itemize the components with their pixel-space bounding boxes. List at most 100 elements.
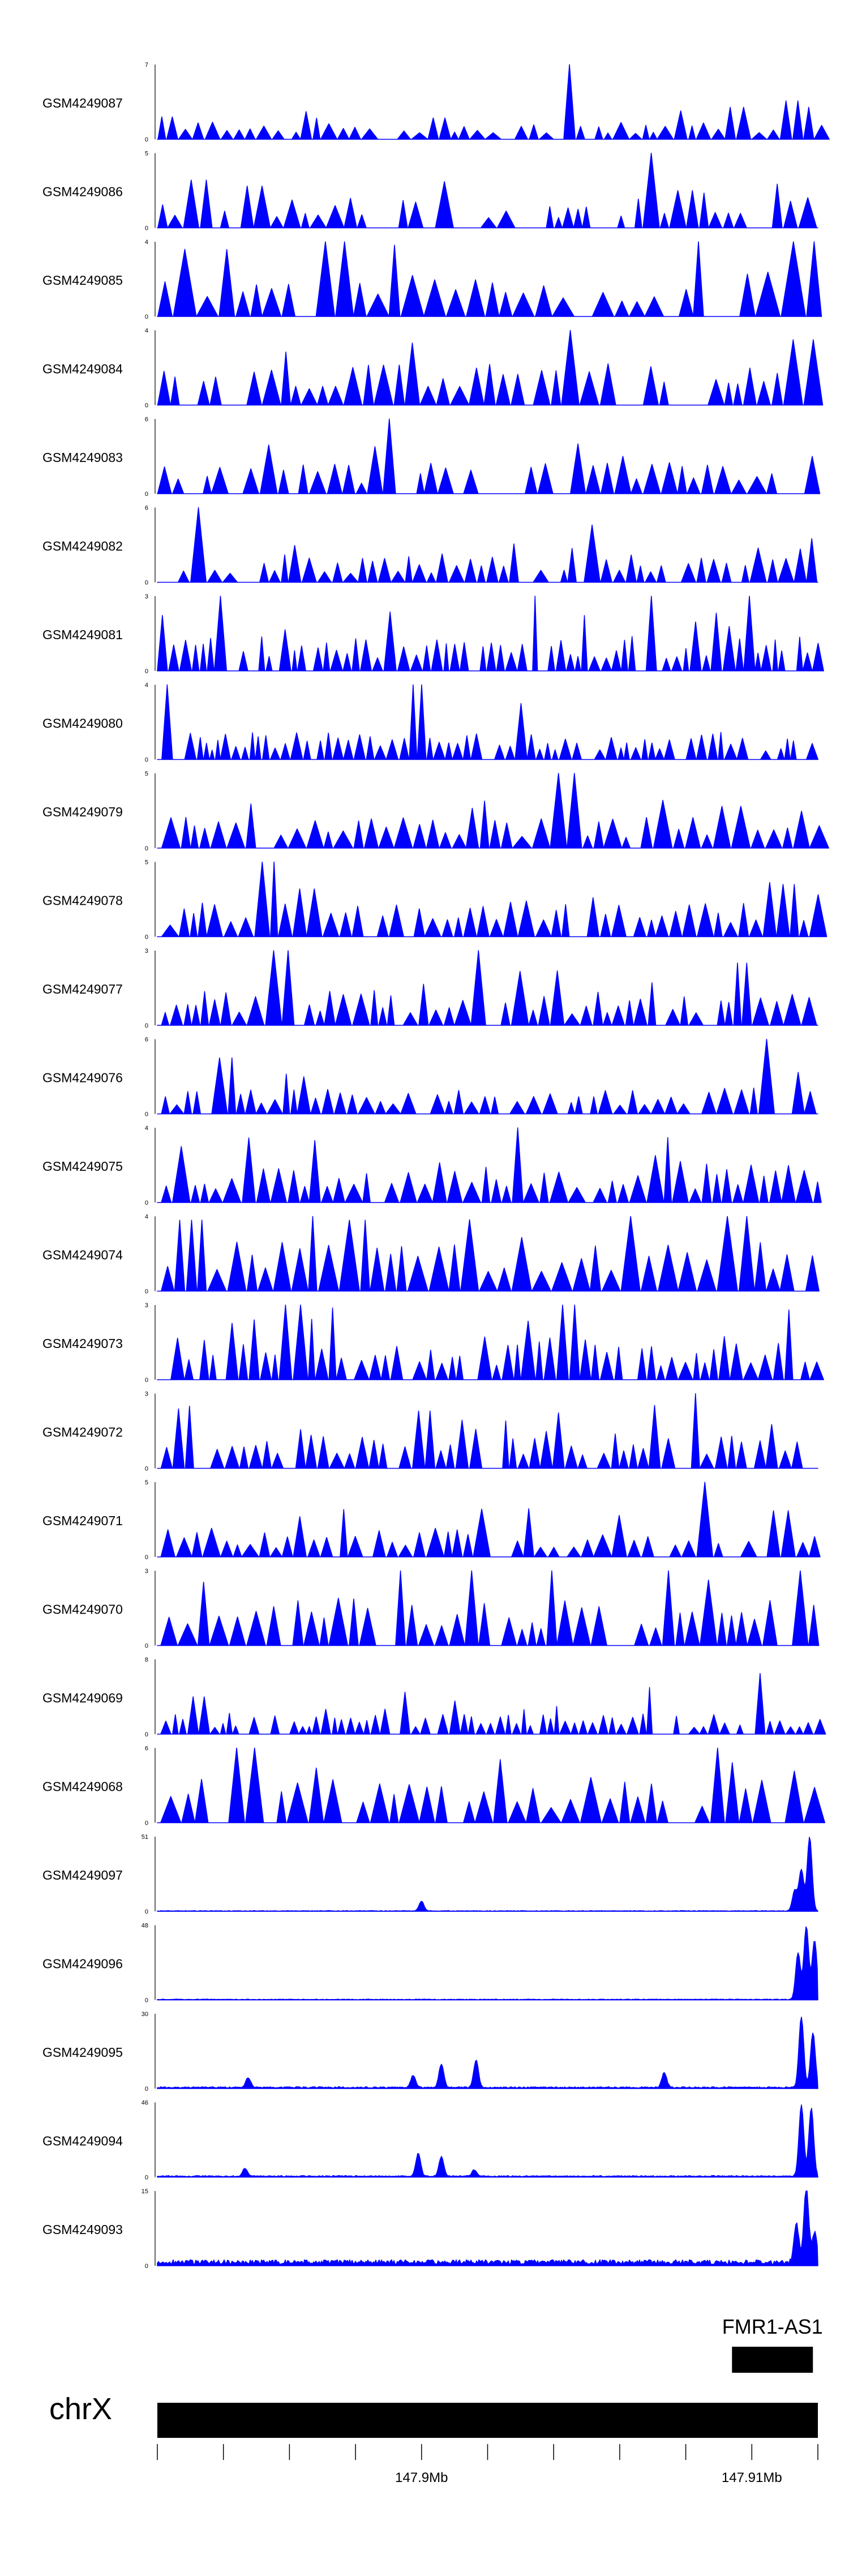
y-tick-zero: 0	[145, 934, 148, 941]
y-tick-max: 46	[142, 2100, 148, 2107]
y-tick-zero: 0	[145, 1111, 148, 1118]
track-GSM4249085: GSM4249085 4 0	[42, 239, 822, 320]
coverage-area	[157, 1747, 826, 1824]
y-tick-zero: 0	[145, 1377, 148, 1384]
y-tick-max: 4	[145, 328, 148, 335]
y-tick-zero: 0	[145, 403, 148, 409]
track-GSM4249086: GSM4249086 5 0	[42, 151, 818, 232]
coverage-area	[157, 330, 824, 406]
track-GSM4249097: GSM4249097 51 0	[42, 1834, 818, 1915]
track-label: GSM4249069	[42, 1691, 123, 1705]
y-tick-zero: 0	[145, 1200, 148, 1206]
track-label: GSM4249093	[42, 2222, 123, 2237]
track-label: GSM4249095	[42, 2045, 123, 2060]
track-label: GSM4249077	[42, 982, 123, 996]
coverage-area	[157, 2190, 818, 2266]
y-tick-zero: 0	[145, 225, 148, 232]
track-GSM4249071: GSM4249071 5 0	[42, 1479, 821, 1561]
track-label: GSM4249094	[42, 2134, 123, 2149]
y-tick-max: 3	[145, 1568, 148, 1575]
coverage-area	[157, 507, 818, 583]
y-tick-max: 3	[145, 593, 148, 600]
coverage-area	[157, 1482, 821, 1557]
track-label: GSM4249080	[42, 716, 123, 731]
y-tick-zero: 0	[145, 1554, 148, 1561]
track-GSM4249077: GSM4249077 3 0	[42, 948, 818, 1029]
y-tick-zero: 0	[145, 1289, 148, 1295]
track-GSM4249084: GSM4249084 4 0	[42, 328, 824, 409]
coverage-area	[157, 1304, 824, 1380]
track-label: GSM4249084	[42, 362, 123, 376]
track-GSM4249080: GSM4249080 4 0	[42, 682, 819, 764]
chromosome-axis: chrX 147.9Mb 147.91Mb	[49, 2392, 818, 2485]
y-tick-zero: 0	[145, 2263, 148, 2270]
track-label: GSM4249073	[42, 1336, 123, 1351]
track-label: GSM4249071	[42, 1513, 123, 1528]
track-GSM4249079: GSM4249079 5 0	[42, 771, 829, 852]
track-label: GSM4249070	[42, 1602, 123, 1617]
track-GSM4249075: GSM4249075 4 0	[42, 1125, 822, 1206]
coverage-area	[157, 1837, 818, 1912]
coverage-area	[157, 684, 819, 760]
y-tick-zero: 0	[145, 757, 148, 764]
y-tick-zero: 0	[145, 1466, 148, 1473]
coverage-area	[157, 773, 829, 849]
track-GSM4249096: GSM4249096 48 0	[42, 1923, 818, 2004]
track-label: GSM4249082	[42, 539, 123, 554]
y-tick-zero: 0	[145, 314, 148, 320]
track-label: GSM4249074	[42, 1248, 123, 1263]
y-tick-zero: 0	[145, 845, 148, 852]
y-tick-max: 6	[145, 1745, 148, 1752]
coverage-area	[157, 1393, 818, 1469]
coverage-area	[157, 418, 821, 494]
track-label: GSM4249086	[42, 185, 123, 199]
chromosome-label: chrX	[49, 2392, 112, 2426]
track-label: GSM4249075	[42, 1159, 123, 1174]
y-tick-max: 3	[145, 1302, 148, 1309]
track-GSM4249094: GSM4249094 46 0	[42, 2100, 818, 2181]
track-GSM4249069: GSM4249069 8 0	[42, 1657, 826, 1738]
track-GSM4249072: GSM4249072 3 0	[42, 1391, 818, 1473]
y-tick-zero: 0	[145, 2086, 148, 2093]
y-tick-zero: 0	[145, 1022, 148, 1029]
x-tick-label: 147.91Mb	[722, 2470, 782, 2485]
y-tick-max: 48	[142, 1923, 148, 1929]
coverage-area	[157, 2104, 818, 2178]
chromosome-bar	[157, 2403, 818, 2438]
track-GSM4249087: GSM4249087 7 0	[42, 62, 830, 143]
coverage-area	[157, 1216, 820, 1292]
y-tick-max: 6	[145, 1037, 148, 1043]
track-label: GSM4249078	[42, 893, 123, 908]
y-tick-max: 5	[145, 771, 148, 777]
coverage-area	[157, 950, 818, 1026]
y-tick-max: 15	[142, 2188, 148, 2195]
track-GSM4249083: GSM4249083 6 0	[42, 416, 821, 498]
gene-track: FMR1-AS1	[722, 2315, 823, 2373]
y-tick-max: 3	[145, 1391, 148, 1398]
track-label: GSM4249087	[42, 96, 123, 110]
track-label: GSM4249068	[42, 1779, 123, 1794]
y-tick-max: 4	[145, 1125, 148, 1132]
y-tick-zero: 0	[145, 491, 148, 498]
track-GSM4249076: GSM4249076 6 0	[42, 1037, 818, 1118]
y-tick-max: 5	[145, 151, 148, 157]
track-GSM4249078: GSM4249078 5 0	[42, 859, 827, 941]
coverage-area	[157, 1673, 826, 1735]
track-label: GSM4249097	[42, 1868, 123, 1882]
y-tick-max: 6	[145, 505, 148, 512]
y-tick-max: 4	[145, 1214, 148, 1221]
gene-label: FMR1-AS1	[722, 2315, 823, 2338]
y-tick-zero: 0	[145, 1820, 148, 1827]
gene-block	[732, 2347, 813, 2373]
gene-FMR1-AS1: FMR1-AS1	[722, 2315, 823, 2373]
track-GSM4249073: GSM4249073 3 0	[42, 1302, 824, 1384]
coverage-area	[157, 64, 830, 140]
coverage-area	[157, 1038, 818, 1115]
coverage-area	[157, 1127, 822, 1203]
y-tick-max: 51	[142, 1834, 148, 1841]
y-tick-max: 6	[145, 416, 148, 423]
y-tick-zero: 0	[145, 136, 148, 143]
coverage-area	[157, 2016, 818, 2089]
y-tick-max: 3	[145, 948, 148, 955]
